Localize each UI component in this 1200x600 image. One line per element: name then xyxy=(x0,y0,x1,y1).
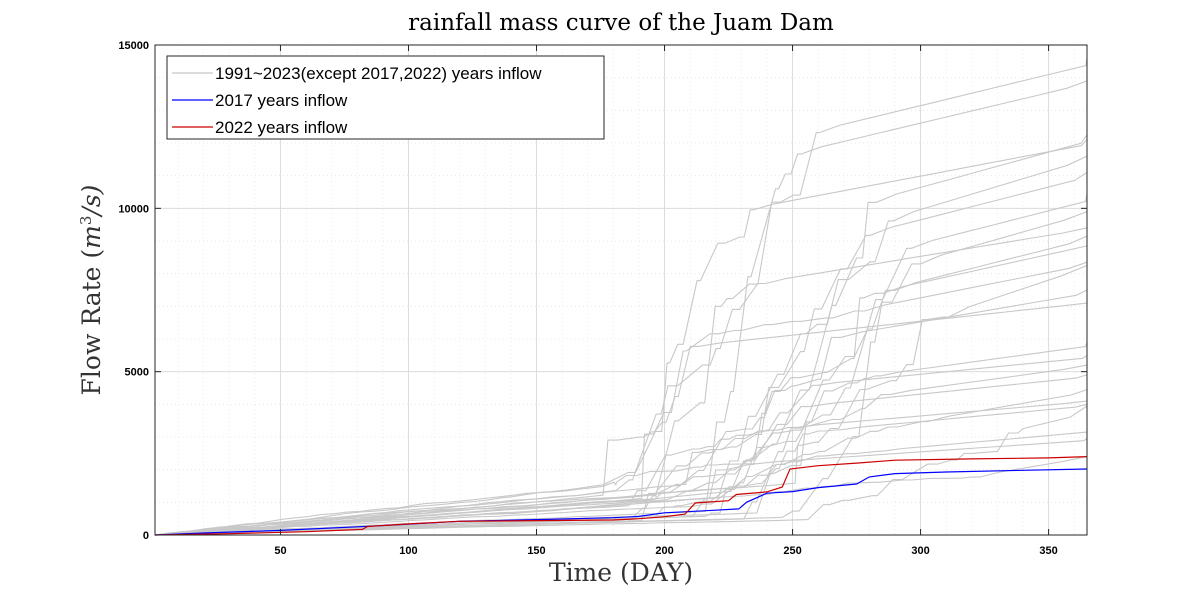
series-other-years-line xyxy=(154,438,1088,536)
series-other-years-line xyxy=(154,139,1088,536)
legend-box xyxy=(166,55,605,140)
axes-box xyxy=(154,44,1088,536)
legend-label: 1991~2023(except 2017,2022) years inflow xyxy=(215,64,542,83)
series-2022-line xyxy=(154,456,1088,536)
y-tick-label: 5000 xyxy=(125,367,149,379)
y-tick-label: 0 xyxy=(143,530,149,542)
chart-title: rainfall mass curve of the Juam Dam xyxy=(408,10,834,36)
x-tick-label: 350 xyxy=(1039,545,1057,557)
y-axis-label: Flow Rate (m3/s) xyxy=(77,185,106,396)
series-other-years-line xyxy=(154,302,1088,536)
y-tick-label: 10000 xyxy=(118,203,149,215)
x-tick-label: 200 xyxy=(655,545,673,557)
x-axis-label: Time (DAY) xyxy=(549,558,693,587)
series-other-years-line xyxy=(154,261,1088,536)
x-tick-label: 250 xyxy=(783,545,801,557)
x-tick-label: 150 xyxy=(527,545,545,557)
x-tick-label: 300 xyxy=(911,545,929,557)
series-other-years-line xyxy=(154,389,1088,536)
x-tick-label: 100 xyxy=(399,545,417,557)
legend-label: 2022 years inflow xyxy=(215,118,348,137)
legend-label: 2017 years inflow xyxy=(215,91,348,110)
y-tick-label: 15000 xyxy=(118,40,149,52)
series-other-years-line xyxy=(154,403,1088,536)
x-tick-label: 50 xyxy=(274,545,286,557)
series-other-years-line xyxy=(154,456,1088,536)
series-other-years-line xyxy=(154,80,1088,536)
